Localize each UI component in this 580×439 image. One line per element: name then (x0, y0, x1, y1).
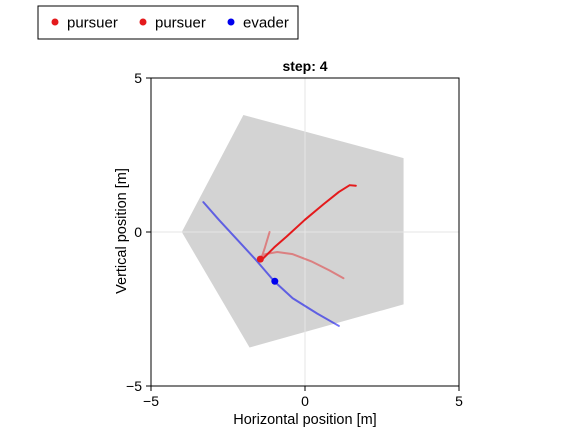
legend-label-pursuer-2: pursuer (155, 15, 206, 32)
y-tick-label: −5 (126, 378, 142, 394)
series-path-pursuer-2 (260, 231, 345, 280)
legend-marker-pursuer-2 (139, 18, 147, 26)
legend-marker-pursuer-1 (51, 18, 59, 26)
y-tick-label: 0 (134, 224, 142, 240)
legend-frame (37, 5, 299, 40)
legend-marker-evader (227, 18, 235, 26)
legend-label-pursuer-1: pursuer (67, 15, 118, 32)
plot-area (150, 77, 460, 387)
series-marker-evader-3 (271, 277, 279, 285)
x-tick-label: 0 (301, 393, 309, 409)
legend-label-evader: evader (243, 15, 289, 32)
legend: pursuer pursuer evader (37, 5, 299, 40)
x-axis-label: Horizontal position [m] (233, 412, 376, 428)
tick-layer: −5 0 5 −5 0 5 (126, 70, 463, 409)
x-tick-label: 5 (455, 393, 463, 409)
x-tick-label: −5 (143, 393, 159, 409)
series-path-pursuer-1 (262, 184, 357, 260)
y-tick-label: 5 (134, 70, 142, 86)
series-path-evader-3 (202, 201, 340, 327)
series-marker-pursuer-1 (256, 255, 264, 263)
series-layer (202, 184, 357, 327)
chart-title: step: 4 (282, 58, 327, 74)
y-axis-label: Vertical position [m] (114, 168, 130, 294)
